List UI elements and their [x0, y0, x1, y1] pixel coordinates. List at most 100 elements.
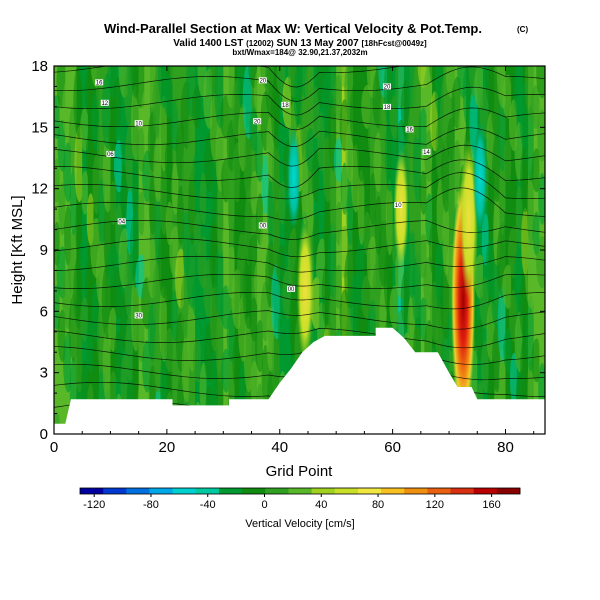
isentrope-label-bg: [95, 79, 104, 86]
colorbar-tick-label: 160: [482, 499, 500, 511]
field-cell: [419, 170, 428, 215]
colorbar-swatch: [218, 488, 243, 494]
isentrope-line: [54, 107, 545, 131]
field-cell: [447, 180, 456, 225]
velocity-features: [286, 120, 488, 423]
copyright-mark: (C): [517, 25, 528, 34]
field-cell: [306, 191, 315, 236]
isentrope-label-text: 20: [384, 85, 391, 91]
colorbar: -120 -80 -40 0 40 80 120 160: [79, 487, 521, 511]
field-cell: [537, 109, 545, 162]
isentrope-label: 16: [95, 79, 104, 87]
isentrope-label-bg: [134, 312, 143, 319]
isentrope-label: 18: [382, 103, 391, 111]
isentrope-label-bg: [253, 118, 262, 125]
isentrope-label: 10: [134, 120, 143, 127]
isentrope-label-bg: [258, 222, 267, 229]
colorbar-swatch: [381, 488, 405, 494]
field-cell: [199, 363, 208, 416]
colorbar-swatch: [149, 488, 174, 494]
colorbar-tick-label: 80: [372, 499, 384, 511]
isentrope-label-bg: [382, 83, 391, 90]
isentrope-label-text: 06: [107, 152, 114, 158]
field-column: [138, 66, 145, 434]
field-cell: [171, 352, 180, 405]
field-cell: [192, 148, 203, 193]
colorbar-swatch: [334, 488, 359, 494]
colorbar-swatch: [450, 488, 475, 494]
colorbar-swatch: [103, 488, 127, 494]
field-cell: [109, 180, 118, 225]
run-id: (12002): [246, 39, 274, 48]
chart-title: Wind-Parallel Section at Max W: Vertical…: [104, 21, 482, 36]
field-cell: [58, 373, 67, 426]
terrain: [54, 327, 545, 434]
isentrope-label-text: 10: [135, 121, 142, 127]
colorbar-tick-label: 40: [315, 499, 327, 511]
colorbar-tick-label: 0: [261, 499, 267, 511]
valid-label: Valid 1400 LST: [173, 38, 243, 49]
field-cell: [221, 158, 232, 203]
colorbar-swatch: [80, 488, 104, 494]
isentrope-line: [54, 159, 545, 189]
isentrope-label-bg: [287, 285, 296, 292]
isentrope-label: 14: [422, 148, 431, 156]
isentrope-label-text: 18: [282, 103, 289, 109]
isentrope-label-bg: [100, 99, 109, 106]
isentrope-label: 20: [253, 118, 262, 125]
colorbar-label: Vertical Velocity [cm/s]: [245, 518, 354, 530]
colorbar-swatch: [404, 488, 428, 494]
y-tick-label: 3: [40, 365, 48, 382]
isentrope-labels: 16 12 10 06 04 00 20 18 20 18 16 14 10 20 00 30: [95, 77, 431, 320]
isentrope-label: 04: [117, 218, 126, 226]
x-axis: 0 20 40 60 80: [50, 66, 535, 456]
isentrope-line: [54, 328, 545, 349]
y-tick-label: 6: [40, 303, 48, 320]
isentrope-label-bg: [134, 120, 143, 127]
isentrope-label: 20: [258, 77, 267, 85]
field-cell: [137, 191, 146, 236]
field-column: [477, 66, 484, 434]
isentrope-label-text: 10: [395, 203, 402, 209]
isentrope-line: [54, 310, 545, 330]
x-tick-label: 80: [497, 439, 514, 456]
isentrope-label-bg: [281, 101, 290, 108]
field-cell: [531, 148, 542, 193]
isentrope-line: [54, 291, 545, 310]
field-cell: [368, 172, 377, 225]
isentrope-label-bg: [422, 148, 431, 155]
isentrope-line: [54, 66, 405, 88]
isentrope-label: 12: [100, 99, 109, 107]
field-cell: [509, 162, 518, 215]
isentrope-label-text: 20: [254, 119, 261, 125]
field-cell: [58, 183, 67, 236]
colorbar-swatch: [126, 488, 150, 494]
isentrope-label-bg: [382, 103, 391, 110]
field-cell: [221, 348, 232, 393]
colorbar-swatch: [265, 488, 289, 494]
field-cell: [340, 162, 349, 215]
field-cell: [250, 360, 259, 405]
isentrope-label-text: 00: [259, 224, 266, 230]
isentrope-label-bg: [106, 150, 115, 157]
isentrope-line: [54, 255, 545, 273]
colorbar-swatch: [242, 488, 266, 494]
downdraft-feature: [286, 124, 301, 233]
isentrope-label-text: 16: [406, 128, 413, 134]
isentrope-line: [54, 345, 545, 365]
field-cell: [537, 299, 545, 352]
field-cell: [250, 170, 259, 215]
updraft-feature: [296, 219, 314, 363]
colorbar-tick-label: -80: [143, 499, 159, 511]
isentrope-label: 20: [382, 83, 391, 91]
isentrope-label-bg: [117, 218, 126, 225]
field-cell: [362, 148, 373, 193]
colorbar-tick-label: 120: [426, 499, 444, 511]
field-cell: [536, 236, 545, 289]
plot-area: 16 12 10 06 04 00 20 18 20 18 16 14 10 20 00 30: [54, 66, 545, 434]
colorbar-frame: [79, 487, 521, 495]
colorbar-swatch: [357, 488, 382, 494]
isentrope-label: 00: [287, 285, 296, 293]
colorbar-swatch: [473, 488, 498, 494]
field-cell: [531, 338, 542, 383]
